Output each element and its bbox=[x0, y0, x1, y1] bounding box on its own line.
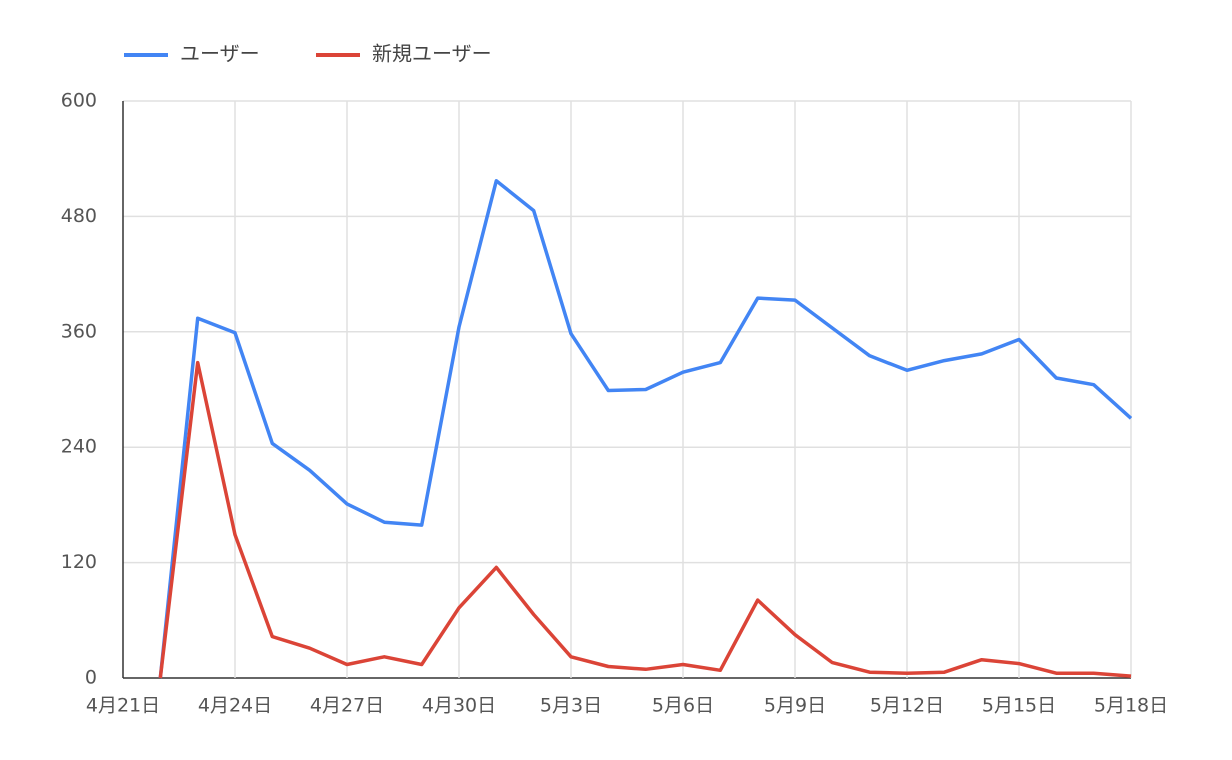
y-tick-label: 360 bbox=[61, 320, 97, 342]
x-tick-label: 5月3日 bbox=[540, 695, 602, 717]
x-tick-label: 5月18日 bbox=[1094, 695, 1168, 717]
series-line bbox=[158, 360, 1132, 679]
x-tick-label: 4月21日 bbox=[86, 695, 160, 717]
x-tick-label: 5月12日 bbox=[870, 695, 944, 717]
x-tick-label: 4月27日 bbox=[310, 695, 384, 717]
y-tick-label: 120 bbox=[61, 551, 97, 573]
x-tick-label: 5月6日 bbox=[652, 695, 714, 717]
legend-label: ユーザー bbox=[180, 42, 260, 66]
x-tick-label: 5月15日 bbox=[982, 695, 1056, 717]
y-tick-label: 0 bbox=[85, 667, 97, 689]
legend-label: 新規ユーザー bbox=[372, 42, 492, 66]
x-tick-label: 4月24日 bbox=[198, 695, 272, 717]
series-line bbox=[158, 179, 1133, 679]
y-tick-label: 480 bbox=[61, 205, 97, 227]
y-tick-label: 240 bbox=[61, 436, 97, 458]
x-tick-label: 5月9日 bbox=[764, 695, 826, 717]
y-tick-label: 600 bbox=[61, 90, 97, 112]
x-tick-label: 4月30日 bbox=[422, 695, 496, 717]
